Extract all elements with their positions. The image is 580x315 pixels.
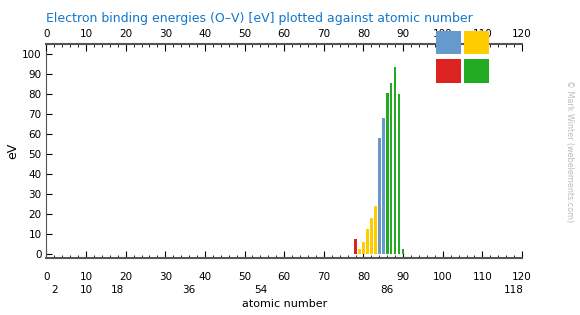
Text: 2: 2	[51, 285, 57, 295]
Text: Electron binding energies (O–V) [eV] plotted against atomic number: Electron binding energies (O–V) [eV] plo…	[46, 12, 473, 25]
Text: 18: 18	[111, 285, 124, 295]
Bar	[354, 239, 357, 254]
Bar	[374, 206, 376, 254]
Bar	[394, 67, 397, 254]
Text: 10: 10	[79, 285, 93, 295]
Bar	[398, 94, 400, 254]
Text: 50: 50	[238, 272, 251, 283]
Text: 120: 120	[512, 272, 532, 283]
Text: atomic number: atomic number	[242, 299, 327, 309]
Bar	[386, 93, 389, 254]
Text: 100: 100	[433, 272, 452, 283]
Bar	[370, 218, 373, 254]
Text: 70: 70	[317, 272, 331, 283]
Text: 40: 40	[198, 272, 212, 283]
Text: 110: 110	[473, 272, 492, 283]
Text: 80: 80	[357, 272, 370, 283]
Bar	[362, 242, 365, 254]
Text: 10: 10	[79, 272, 93, 283]
Text: 86: 86	[380, 285, 394, 295]
Text: 90: 90	[397, 272, 409, 283]
Bar	[382, 118, 385, 254]
Text: 36: 36	[183, 285, 195, 295]
Bar	[402, 249, 404, 254]
Bar	[366, 229, 369, 254]
Bar	[382, 174, 385, 254]
Text: 54: 54	[254, 285, 267, 295]
Bar	[378, 138, 380, 254]
Text: 20: 20	[119, 272, 132, 283]
Text: 0: 0	[43, 272, 50, 283]
Text: 60: 60	[278, 272, 291, 283]
Y-axis label: eV: eV	[6, 143, 19, 159]
Bar	[378, 192, 380, 254]
Text: 30: 30	[159, 272, 172, 283]
Text: 118: 118	[504, 285, 524, 295]
Text: © Mark Winter (webelements.com): © Mark Winter (webelements.com)	[566, 80, 575, 222]
Bar	[390, 83, 393, 254]
Bar	[358, 249, 361, 254]
